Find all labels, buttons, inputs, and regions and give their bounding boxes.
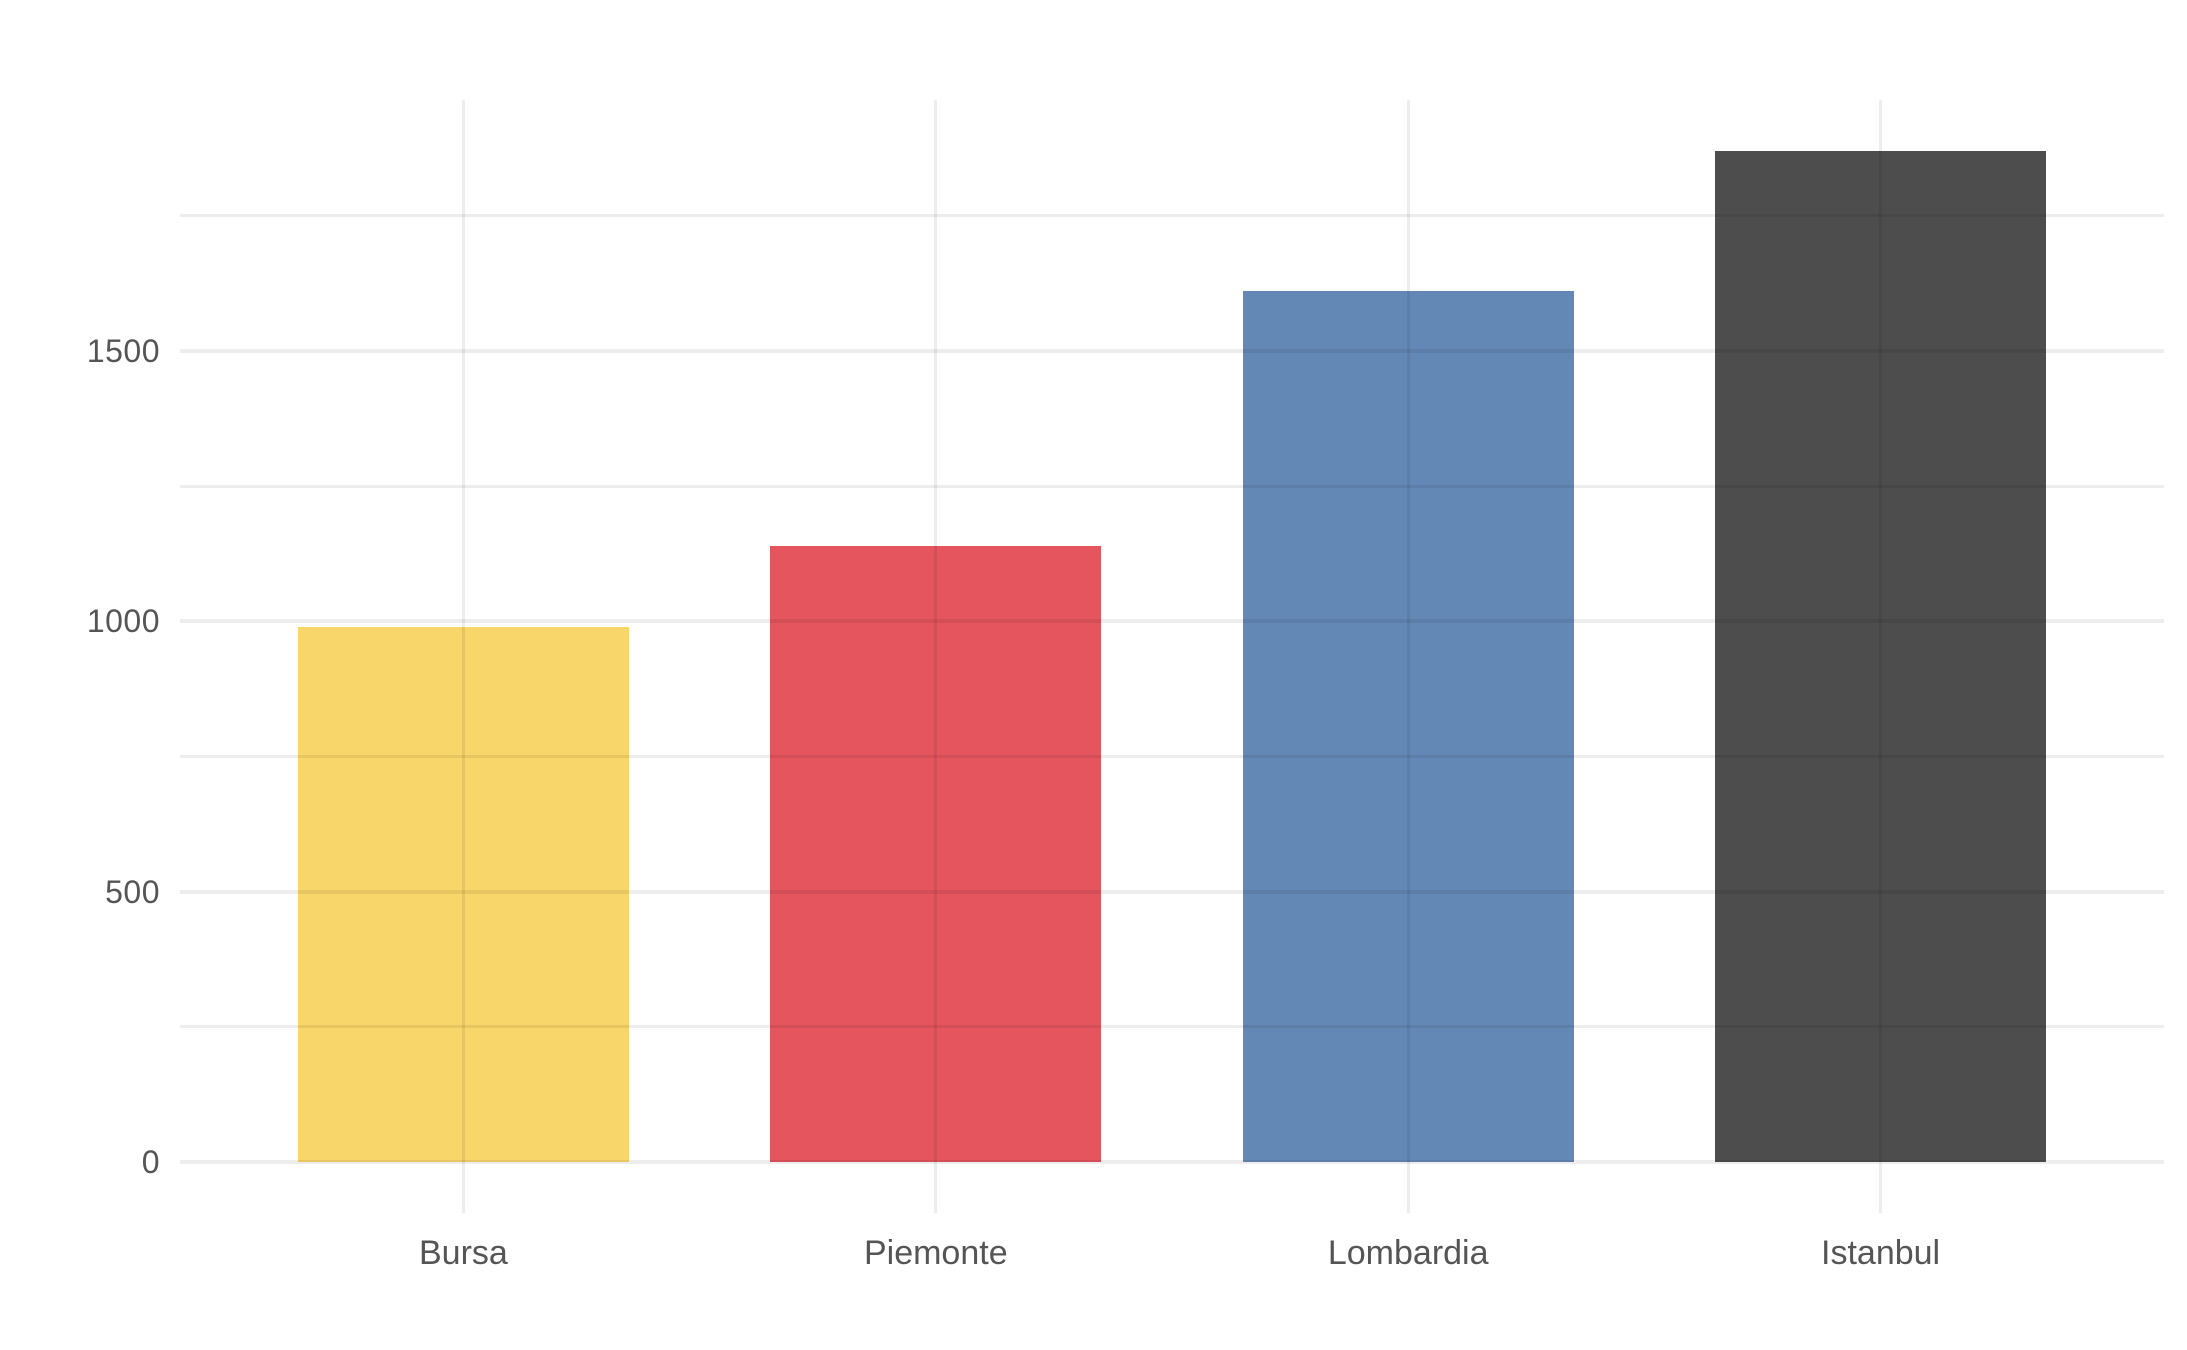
bar-istanbul bbox=[1715, 150, 2046, 1163]
y-tick-label-0: 0 bbox=[141, 1144, 160, 1181]
vertical-gridline-bursa bbox=[461, 100, 465, 1213]
bar-bursa bbox=[298, 626, 629, 1163]
major-gridline-1000 bbox=[180, 619, 2164, 624]
vertical-gridline-piemonte bbox=[934, 100, 938, 1213]
minor-gridline-750 bbox=[180, 755, 2164, 759]
x-category-label-istanbul: Istanbul bbox=[1821, 1234, 1941, 1272]
y-tick-label-1000: 1000 bbox=[86, 603, 160, 640]
vertical-gridline-lombardia bbox=[1406, 100, 1410, 1213]
x-category-label-bursa: Bursa bbox=[419, 1234, 508, 1272]
minor-gridline-1250 bbox=[180, 484, 2164, 488]
y-tick-label-1500: 1500 bbox=[86, 332, 160, 369]
bar-lombardia bbox=[1242, 291, 1574, 1163]
minor-gridline-1750 bbox=[180, 214, 2164, 218]
x-category-label-lombardia: Lombardia bbox=[1327, 1234, 1489, 1272]
vertical-gridline-istanbul bbox=[1879, 100, 1883, 1213]
x-category-label-piemonte: Piemonte bbox=[863, 1234, 1008, 1272]
y-tick-label-500: 500 bbox=[105, 873, 160, 910]
major-gridline-500 bbox=[180, 889, 2164, 894]
major-gridline-1500 bbox=[180, 348, 2164, 353]
bar-piemonte bbox=[770, 545, 1102, 1163]
major-gridline-0 bbox=[180, 1160, 2164, 1165]
minor-gridline-250 bbox=[180, 1025, 2164, 1029]
